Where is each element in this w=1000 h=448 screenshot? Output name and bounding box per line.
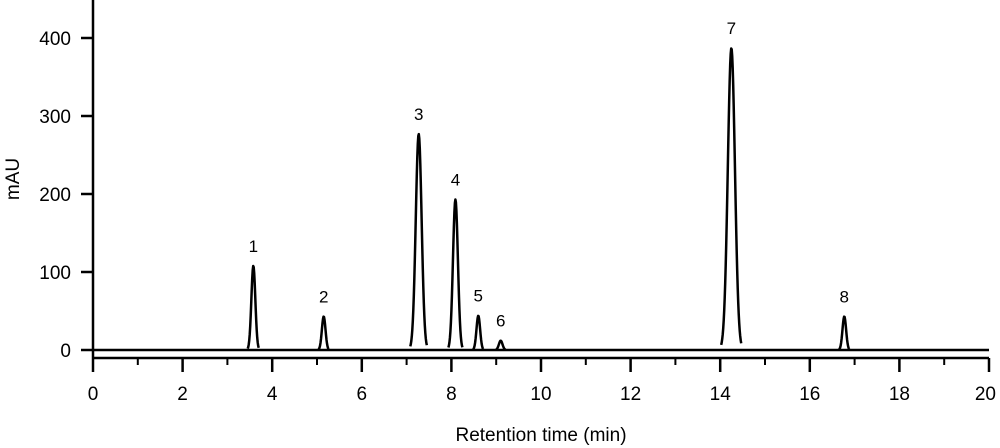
peak-label-3: 3	[414, 105, 423, 124]
peak-label-8: 8	[840, 287, 849, 306]
peak-label-2: 2	[319, 287, 328, 306]
x-tick-label: 14	[710, 384, 732, 405]
x-tick-label: 2	[177, 384, 188, 405]
x-tick-label: 20	[975, 384, 996, 405]
peak-label-1: 1	[249, 237, 258, 256]
y-axis-title: mAU	[3, 158, 24, 200]
x-tick-label: 16	[799, 384, 820, 405]
peak-6	[494, 339, 507, 352]
y-tick-label: 0	[60, 341, 71, 362]
peak-label-4: 4	[451, 170, 460, 189]
y-tick-label: 200	[39, 185, 71, 206]
peak-labels: 1 2 3 4 56 7 8	[249, 19, 849, 331]
x-tick-label: 12	[620, 384, 641, 405]
peak-label-6: 6	[496, 312, 505, 331]
x-tick-label: 18	[889, 384, 910, 405]
peak-4	[447, 198, 464, 348]
x-tick-label: 8	[446, 384, 457, 405]
x-tick-label: 6	[357, 384, 368, 405]
peak-3	[409, 132, 429, 347]
x-tick-label: 10	[530, 384, 551, 405]
peak-2	[317, 315, 330, 351]
peak-5	[472, 314, 485, 351]
y-ticks: 0 100 200 300 400	[39, 29, 93, 362]
peaks	[246, 47, 851, 352]
y-tick-label: 400	[39, 29, 71, 50]
x-axis-title: Retention time (min)	[455, 425, 626, 446]
y-tick-label: 100	[39, 263, 71, 284]
peak-8	[838, 315, 851, 351]
peak-1	[246, 264, 260, 350]
x-ticks: 0 2 4 6 8 10 12 14 16 18 20	[88, 358, 996, 405]
peak-label-5: 5	[474, 287, 483, 306]
x-tick-label: 0	[88, 384, 99, 405]
axes	[91, 0, 989, 360]
y-tick-label: 300	[39, 107, 71, 128]
peak-7	[719, 47, 743, 346]
peak-label-7: 7	[727, 19, 736, 38]
x-tick-label: 4	[267, 384, 278, 405]
